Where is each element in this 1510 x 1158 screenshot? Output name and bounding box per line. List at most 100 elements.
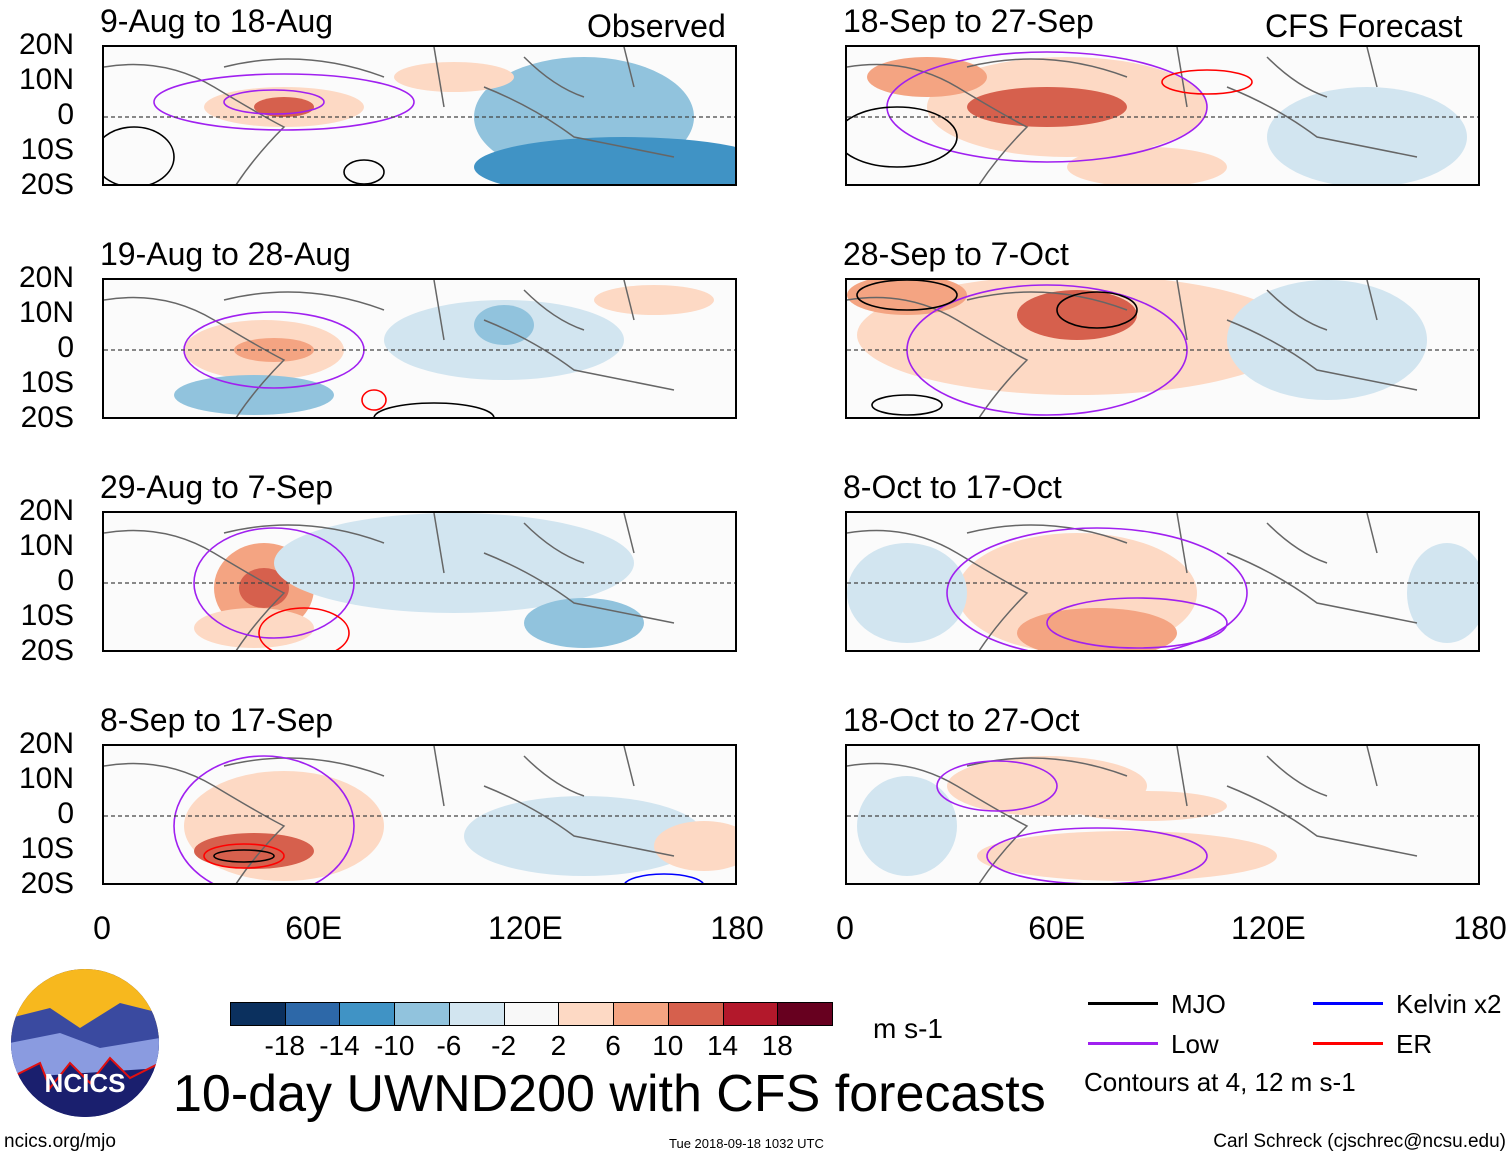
colorbar-label: -10 — [373, 1030, 415, 1061]
contour-line — [213, 849, 275, 863]
colorbar-label: -18 — [264, 1030, 305, 1061]
panel-title: 19-Aug to 28-Aug — [100, 236, 351, 272]
colorbar-swatch — [722, 1002, 779, 1026]
contour-line — [1046, 597, 1228, 649]
lat-tick-label: 20N — [18, 28, 74, 61]
colorbar-swatch — [777, 1002, 833, 1026]
lat-tick-label: 0 — [57, 331, 74, 364]
colorbar-label: 6 — [605, 1030, 621, 1061]
lat-tick-label: 10S — [20, 832, 74, 865]
lon-tick-label: 180 — [1453, 910, 1507, 946]
map-panel-8 — [845, 744, 1480, 885]
contour-line — [946, 527, 1248, 650]
legend-label: Low — [1171, 1029, 1219, 1059]
lat-tick-label: 0 — [57, 797, 74, 830]
colorbar-swatch — [230, 1002, 286, 1026]
observed-label: Observed — [587, 8, 726, 44]
footer-timestamp: Tue 2018-09-18 1032 UTC — [669, 1136, 824, 1151]
footer-url[interactable]: ncics.org/mjo — [4, 1131, 116, 1152]
units-label: m s-1 — [873, 1013, 943, 1044]
lat-tick-label: 20N — [18, 494, 74, 527]
contour-line — [373, 402, 495, 417]
lat-tick-label: 10N — [18, 762, 74, 795]
lon-tick-label: 0 — [93, 910, 111, 946]
anomaly-shading — [1267, 87, 1467, 184]
lat-tick-label: 10S — [20, 133, 74, 166]
legend-line-mjo — [1088, 1002, 1158, 1005]
map-panel-4 — [102, 744, 737, 885]
panel-title: 18-Oct to 27-Oct — [843, 702, 1080, 738]
lat-tick-label: 0 — [57, 98, 74, 131]
lon-tick-label: 120E — [488, 910, 563, 946]
colorbar-label: 14 — [706, 1030, 739, 1061]
colorbar-swatch — [503, 1002, 560, 1026]
lat-tick-label: 10N — [18, 529, 74, 562]
contour-line — [361, 389, 387, 411]
chart-title: 10-day UWND200 with CFS forecasts — [173, 1065, 1046, 1123]
contour-line — [203, 843, 285, 869]
legend-label: MJO — [1171, 989, 1226, 1019]
legend-line-kelvin-x2 — [1313, 1002, 1383, 1005]
anomaly-shading — [239, 568, 289, 608]
anomaly-shading — [194, 608, 314, 648]
colorbar-swatch — [667, 1002, 724, 1026]
anomaly-shading — [174, 375, 334, 415]
colorbar-swatch — [558, 1002, 615, 1026]
contour-line — [856, 280, 958, 311]
contour-line — [847, 106, 958, 168]
anomaly-shading — [274, 513, 634, 613]
colorbar-swatch — [613, 1002, 669, 1026]
lon-tick-label: 180 — [710, 910, 764, 946]
panel-title: 9-Aug to 18-Aug — [100, 3, 334, 39]
lat-tick-label: 10S — [20, 599, 74, 632]
map-panel-1 — [102, 45, 737, 186]
contour-line — [1161, 69, 1253, 95]
legend-line-low — [1088, 1042, 1158, 1045]
anomaly-shading — [857, 776, 957, 876]
anomaly-shading — [474, 137, 735, 184]
lat-tick-label: 10N — [18, 63, 74, 96]
panel-title: 29-Aug to 7-Sep — [100, 469, 334, 505]
contour-line — [223, 89, 325, 115]
lat-tick-label: 20S — [20, 867, 74, 900]
contour-line — [153, 73, 415, 131]
lon-tick-label: 60E — [1028, 910, 1086, 946]
anomaly-shading — [1017, 608, 1177, 650]
lon-tick-label: 0 — [836, 910, 854, 946]
anomaly-shading — [1067, 147, 1227, 184]
lat-tick-label: 20S — [20, 634, 74, 667]
map-panel-7 — [845, 511, 1480, 652]
logo-text: NCICS — [45, 1068, 126, 1098]
coastline — [104, 746, 675, 883]
anomaly-shading — [1227, 280, 1427, 400]
colorbar-label: 10 — [652, 1030, 684, 1061]
anomaly-shading — [847, 543, 967, 643]
panel-title: 28-Sep to 7-Oct — [843, 236, 1069, 272]
legend-label: Kelvin x2 — [1396, 989, 1502, 1019]
contour-note: Contours at 4, 12 m s-1 — [1084, 1067, 1356, 1097]
colorbar-swatch — [448, 1002, 505, 1026]
lat-tick-label: 0 — [57, 564, 74, 597]
contour-line — [1056, 291, 1138, 329]
contour-line — [624, 873, 704, 883]
anomaly-shading — [1067, 791, 1227, 821]
forecast-label: CFS Forecast — [1265, 8, 1463, 44]
contour-line — [936, 760, 1058, 812]
colorbar-label: -2 — [491, 1030, 517, 1061]
anomaly-shading — [654, 821, 735, 871]
lon-tick-label: 120E — [1231, 910, 1306, 946]
contour-line — [343, 159, 385, 184]
coastline — [847, 280, 1418, 417]
panel-title: 8-Oct to 17-Oct — [843, 469, 1062, 505]
contour-line — [104, 126, 175, 184]
contour-line — [871, 394, 943, 416]
colorbar-label: 2 — [550, 1030, 567, 1061]
map-panel-3 — [102, 511, 737, 652]
lat-tick-label: 20N — [18, 261, 74, 294]
colorbar-label: -14 — [319, 1030, 360, 1061]
colorbar-swatch — [394, 1002, 450, 1026]
coastline — [104, 513, 675, 650]
legend-line-er — [1313, 1042, 1383, 1045]
map-panel-5 — [845, 45, 1480, 186]
coastline — [104, 47, 675, 184]
